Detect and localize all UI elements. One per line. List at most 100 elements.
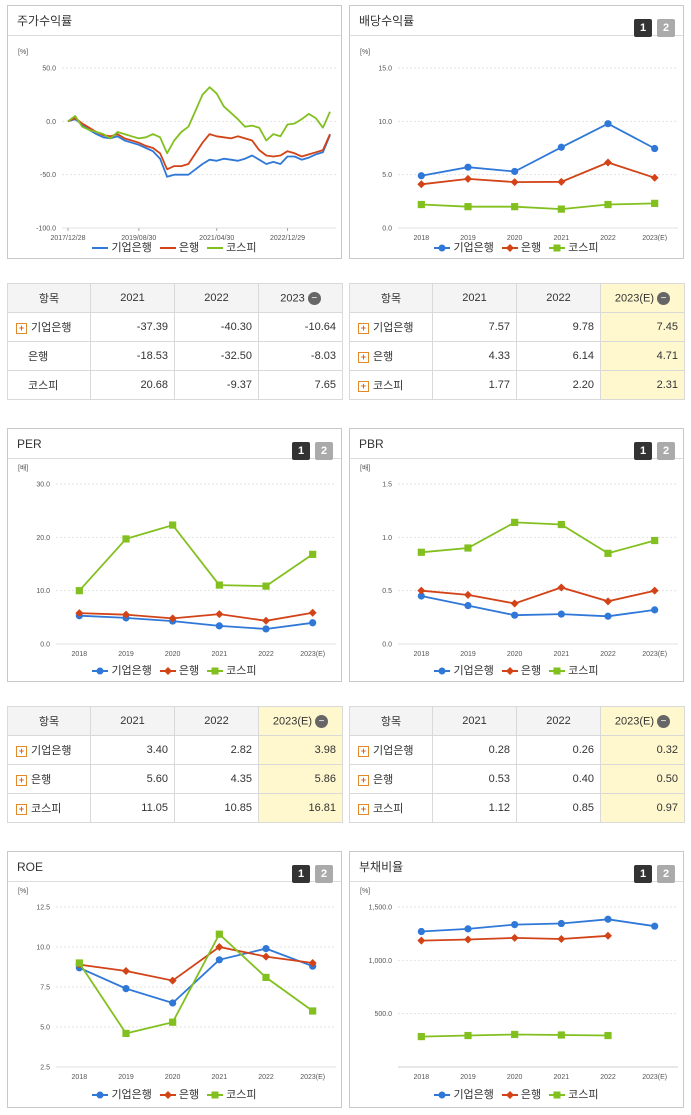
data-point-bank[interactable] [308, 959, 317, 967]
data-point-ibk[interactable] [417, 172, 425, 180]
data-point-ibk[interactable] [169, 999, 177, 1007]
data-point-kospi[interactable] [122, 1029, 130, 1037]
data-point-bank[interactable] [215, 610, 224, 619]
data-point-bank[interactable] [262, 952, 270, 961]
data-point-ibk[interactable] [651, 144, 659, 153]
data-point-bank[interactable] [510, 178, 519, 187]
data-point-kospi[interactable] [215, 930, 223, 938]
data-point-ibk[interactable] [417, 592, 425, 600]
data-point-kospi[interactable] [417, 1033, 425, 1041]
data-point-kospi[interactable] [169, 1018, 177, 1026]
series-line-ibk[interactable] [79, 614, 313, 630]
legend-item-bank[interactable]: 은행 [501, 662, 541, 678]
expand-plus-icon[interactable]: + [358, 774, 369, 786]
expand-plus-icon[interactable]: + [358, 322, 369, 334]
data-point-bank[interactable] [417, 936, 426, 945]
data-point-kospi[interactable] [604, 549, 612, 557]
data-point-ibk[interactable] [651, 922, 659, 930]
series-line-kospi[interactable] [67, 86, 331, 155]
series-line-bank[interactable] [421, 161, 655, 186]
legend-item-kospi[interactable]: 코스피 [207, 662, 257, 678]
series-line-kospi[interactable] [78, 524, 314, 592]
data-point-kospi[interactable] [604, 200, 612, 209]
data-point-bank[interactable] [417, 586, 426, 595]
data-point-ibk[interactable] [557, 610, 565, 618]
data-point-bank[interactable] [75, 609, 84, 618]
data-point-ibk[interactable] [511, 167, 519, 176]
collapse-icon[interactable]: − [315, 714, 329, 728]
collapse-icon[interactable]: − [657, 714, 671, 728]
tab-2[interactable]: 2 [657, 442, 675, 460]
tab-2[interactable]: 2 [657, 865, 675, 883]
data-point-kospi[interactable] [464, 1031, 472, 1040]
expand-plus-icon[interactable]: + [16, 774, 27, 786]
series-line-bank[interactable] [421, 586, 655, 605]
data-point-ibk[interactable] [604, 120, 612, 128]
data-point-bank[interactable] [168, 614, 177, 623]
data-point-kospi[interactable] [511, 518, 519, 526]
tab-1[interactable]: 1 [292, 865, 310, 883]
data-point-bank[interactable] [650, 586, 659, 595]
data-point-kospi[interactable] [262, 973, 270, 981]
data-point-bank[interactable] [417, 180, 426, 189]
tab-2[interactable]: 2 [657, 19, 675, 37]
legend-item-kospi[interactable]: 코스피 [549, 662, 599, 678]
data-point-ibk[interactable] [215, 622, 223, 630]
series-line-ibk[interactable] [78, 947, 314, 1005]
data-point-bank[interactable] [122, 610, 130, 619]
legend-item-kospi[interactable]: 코스피 [549, 239, 599, 255]
legend-item-ibk[interactable]: 기업은행 [434, 1086, 494, 1102]
collapse-icon[interactable]: − [657, 291, 671, 305]
data-point-ibk[interactable] [262, 625, 270, 633]
series-line-kospi[interactable] [421, 202, 655, 211]
data-point-bank[interactable] [557, 177, 566, 186]
data-point-kospi[interactable] [122, 535, 130, 543]
data-point-ibk[interactable] [557, 919, 565, 928]
data-point-ibk[interactable] [215, 956, 223, 964]
series-line-kospi[interactable] [78, 932, 314, 1035]
legend-item-ibk[interactable]: 기업은행 [92, 239, 152, 255]
data-point-bank[interactable] [510, 599, 519, 608]
tab-1[interactable]: 1 [634, 19, 652, 37]
data-point-ibk[interactable] [604, 915, 612, 923]
expand-plus-icon[interactable]: + [16, 322, 27, 334]
series-line-ibk[interactable] [421, 122, 656, 177]
expand-plus-icon[interactable]: + [16, 803, 27, 815]
data-point-bank[interactable] [168, 976, 177, 985]
data-point-ibk[interactable] [262, 945, 270, 953]
series-line-ibk[interactable] [421, 595, 655, 618]
legend-item-kospi[interactable]: 코스피 [549, 1086, 599, 1102]
series-line-bank[interactable] [79, 611, 313, 622]
data-point-kospi[interactable] [651, 199, 659, 207]
data-point-bank[interactable] [604, 158, 612, 167]
data-point-kospi[interactable] [417, 200, 425, 209]
series-line-kospi[interactable] [421, 521, 655, 555]
legend-item-bank[interactable]: 은행 [159, 1086, 199, 1102]
data-point-kospi[interactable] [215, 581, 223, 589]
data-point-ibk[interactable] [122, 985, 130, 993]
expand-plus-icon[interactable]: + [16, 745, 27, 757]
legend-item-ibk[interactable]: 기업은행 [434, 662, 494, 678]
data-point-ibk[interactable] [309, 619, 317, 627]
data-point-kospi[interactable] [309, 550, 317, 558]
legend-item-bank[interactable]: 은행 [501, 1086, 541, 1102]
data-point-bank[interactable] [510, 933, 519, 942]
data-point-ibk[interactable] [557, 143, 565, 151]
data-point-ibk[interactable] [651, 606, 659, 614]
data-point-kospi[interactable] [262, 582, 270, 590]
data-point-ibk[interactable] [464, 602, 472, 610]
legend-item-kospi[interactable]: 코스피 [207, 239, 257, 255]
data-point-kospi[interactable] [417, 548, 425, 556]
data-point-kospi[interactable] [511, 203, 519, 211]
data-point-kospi[interactable] [169, 521, 177, 529]
data-point-kospi[interactable] [464, 203, 472, 211]
data-point-kospi[interactable] [511, 1030, 519, 1039]
data-point-bank[interactable] [604, 597, 612, 606]
series-line-bank[interactable] [79, 946, 313, 982]
tab-2[interactable]: 2 [315, 865, 333, 883]
data-point-bank[interactable] [464, 935, 472, 944]
data-point-ibk[interactable] [417, 927, 425, 936]
series-line-ibk[interactable] [421, 918, 655, 933]
data-point-bank[interactable] [557, 935, 566, 943]
data-point-kospi[interactable] [75, 587, 83, 595]
